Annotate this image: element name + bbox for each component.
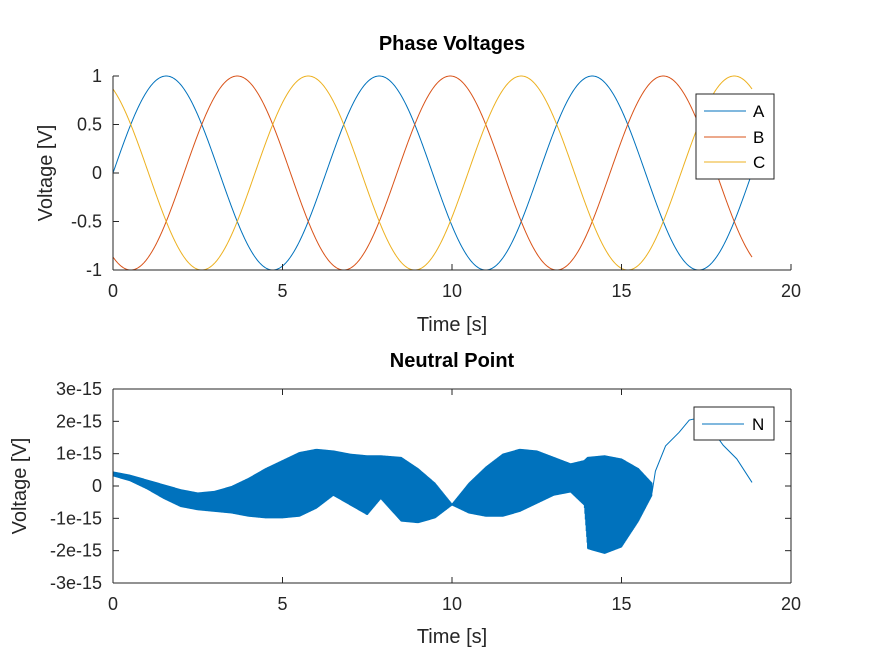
phase-voltages-plot-area [113, 76, 791, 270]
phase-voltages-ytick-label: 0 [92, 163, 102, 183]
neutral-point-ytick-label: 0 [92, 476, 102, 496]
neutral-point-xtick-label: 20 [781, 594, 801, 614]
neutral-point-title: Neutral Point [390, 350, 515, 372]
neutral-point-axes: 0 5 10 15 20 -3e-15 -2e-15 -1e-15 0 1e-15 2e-15 3e-… [9, 350, 801, 648]
phase-voltages-ticks: 0 5 10 15 20 -1 -0.5 0 0.5 1 [71, 66, 801, 301]
neutral-point-plot-area [113, 389, 791, 583]
neutral-point-legend: N [693, 406, 775, 441]
neutral-point-xtick-label: 0 [108, 594, 118, 614]
neutral-point-xtick-label: 10 [442, 594, 462, 614]
neutral-point-ytick-label: 3e-15 [56, 379, 102, 399]
series-line-c [112, 75, 753, 271]
legend-label-b: B [753, 128, 764, 147]
phase-voltages-xtick-label: 5 [277, 281, 287, 301]
neutral-point-ytick-label: -2e-15 [50, 541, 102, 561]
phase-voltages-ytick-label: -0.5 [71, 212, 102, 232]
neutral-point-lines [112, 417, 753, 554]
neutral-point-ytick-label: -3e-15 [50, 573, 102, 593]
neutral-point-xtick-label: 5 [277, 594, 287, 614]
phase-voltages-xlabel: Time [s] [417, 314, 487, 336]
neutral-point-ytick-label: 1e-15 [56, 444, 102, 464]
phase-voltages-xtick-label: 0 [108, 281, 118, 301]
legend-label-n: N [752, 415, 764, 434]
neutral-point-ylabel: Voltage [V] [9, 438, 31, 535]
neutral-point-xtick-label: 15 [611, 594, 631, 614]
phase-voltages-xtick-label: 15 [611, 281, 631, 301]
neutral-point-xlabel: Time [s] [417, 626, 487, 648]
series-line-a [112, 75, 753, 271]
series-line-n [112, 417, 753, 554]
neutral-point-ytick-label: -1e-15 [50, 508, 102, 528]
legend-label-c: C [753, 153, 765, 172]
phase-voltages-ytick-label: -1 [86, 260, 102, 280]
phase-voltages-ytick-label: 1 [92, 66, 102, 86]
phase-voltages-legend: A B C [695, 93, 775, 180]
phase-voltages-lines [112, 75, 753, 271]
legend-label-a: A [753, 102, 765, 121]
phase-voltages-xtick-label: 20 [781, 281, 801, 301]
series-line-b [112, 75, 753, 271]
neutral-point-ytick-label: 2e-15 [56, 411, 102, 431]
phase-voltages-xtick-label: 10 [442, 281, 462, 301]
phase-voltages-title: Phase Voltages [379, 33, 525, 55]
phase-voltages-ytick-label: 0.5 [77, 115, 102, 135]
phase-voltages-ylabel: Voltage [V] [35, 125, 57, 222]
neutral-point-ticks: 0 5 10 15 20 -3e-15 -2e-15 -1e-15 0 1e-15 2e-15 3e-… [50, 379, 801, 614]
phase-voltages-axes: 0 5 10 15 20 -1 -0.5 0 0.5 1 Phase Voltages Time … [35, 33, 801, 336]
